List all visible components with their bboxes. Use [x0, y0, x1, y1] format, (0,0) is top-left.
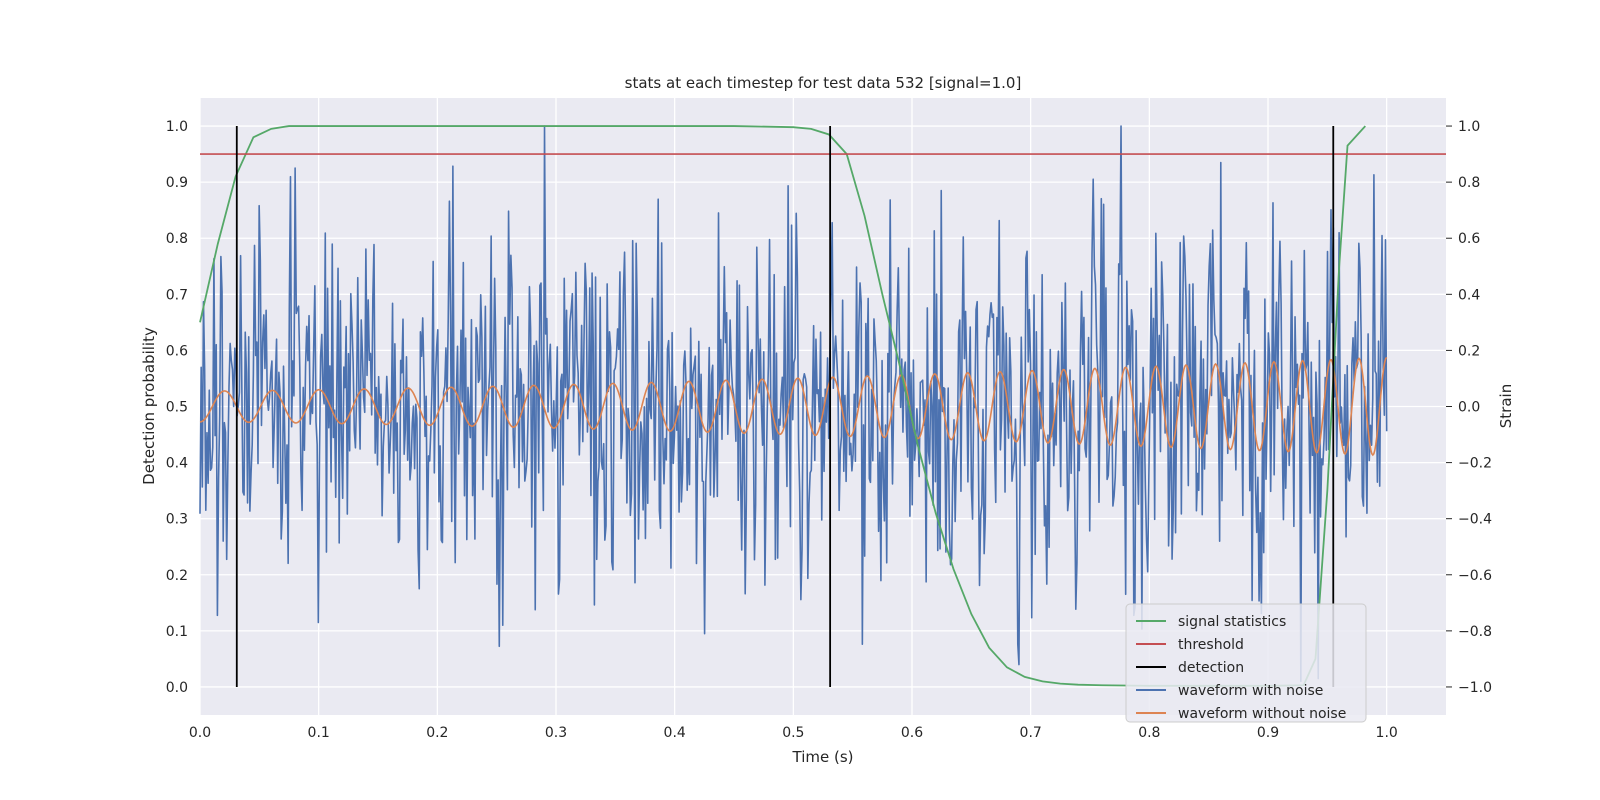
y2-axis-label: Strain	[1497, 384, 1515, 428]
legend-label: signal statistics	[1178, 614, 1286, 630]
y-axis-label: Detection probability	[140, 327, 158, 485]
legend-frame	[1125, 603, 1367, 723]
y-tick-label: 0.4	[166, 456, 188, 472]
legend-label: threshold	[1178, 637, 1244, 653]
legend-label: detection	[1178, 660, 1244, 676]
y-tick-label: 0.9	[166, 175, 188, 191]
y-tick-label: 0.5	[166, 400, 188, 416]
y2-tick-label: 0.6	[1458, 231, 1480, 247]
x-tick-label: 0.8	[1138, 725, 1160, 741]
series-waveform-without-noise	[199, 356, 1388, 457]
y2-tick-label: 1.0	[1458, 119, 1480, 135]
x-tick-label: 0.5	[782, 725, 804, 741]
y-tick-label: 0.7	[166, 287, 188, 303]
x-tick-label: 0.9	[1257, 725, 1279, 741]
x-tick-label: 0.6	[901, 725, 923, 741]
y2-tick-label: −0.2	[1458, 456, 1492, 472]
y2-tick-label: 0.4	[1458, 287, 1480, 303]
y-tick-label: 0.2	[166, 568, 188, 584]
y-tick-label: 1.0	[166, 119, 188, 135]
y-tick-label: 0.6	[166, 343, 188, 359]
series-layer	[199, 125, 1446, 687]
x-tick-label: 0.0	[189, 725, 211, 741]
y2-tick-label: 0.0	[1458, 400, 1480, 416]
y-tick-label: 0.3	[166, 512, 188, 528]
x-tick-label: 1.0	[1376, 725, 1398, 741]
series-waveform-with-noise	[199, 125, 1388, 683]
chart-title: stats at each timestep for test data 532…	[625, 74, 1022, 92]
y2-tick-label: −1.0	[1458, 680, 1492, 696]
x-tick-label: 0.4	[664, 725, 686, 741]
y-tick-label: 0.1	[166, 624, 188, 640]
y2-tick-label: 0.2	[1458, 343, 1480, 359]
legend-label: waveform without noise	[1178, 706, 1346, 722]
y2-tick-label: −0.8	[1458, 624, 1492, 640]
legend-label: waveform with noise	[1178, 683, 1323, 699]
y-tick-label: 0.8	[166, 231, 188, 247]
x-axis-label: Time (s)	[792, 748, 854, 766]
y2-tick-label: −0.6	[1458, 568, 1492, 584]
y-tick-label: 0.0	[166, 680, 188, 696]
y2-tick-label: −0.4	[1458, 512, 1492, 528]
x-tick-label: 0.7	[1020, 725, 1042, 741]
tick-layer: 0.0 0.1 0.2 0.3 0.4 0.5 0.6 0.7 0.8 0.9 1.0 0.0 0.1 0…	[166, 119, 1492, 741]
legend: signal statistics threshold detection wavef…	[1125, 603, 1367, 723]
x-tick-label: 0.1	[308, 725, 330, 741]
x-tick-label: 0.2	[426, 725, 448, 741]
y2-tick-label: 0.8	[1458, 175, 1480, 191]
x-tick-label: 0.3	[545, 725, 567, 741]
